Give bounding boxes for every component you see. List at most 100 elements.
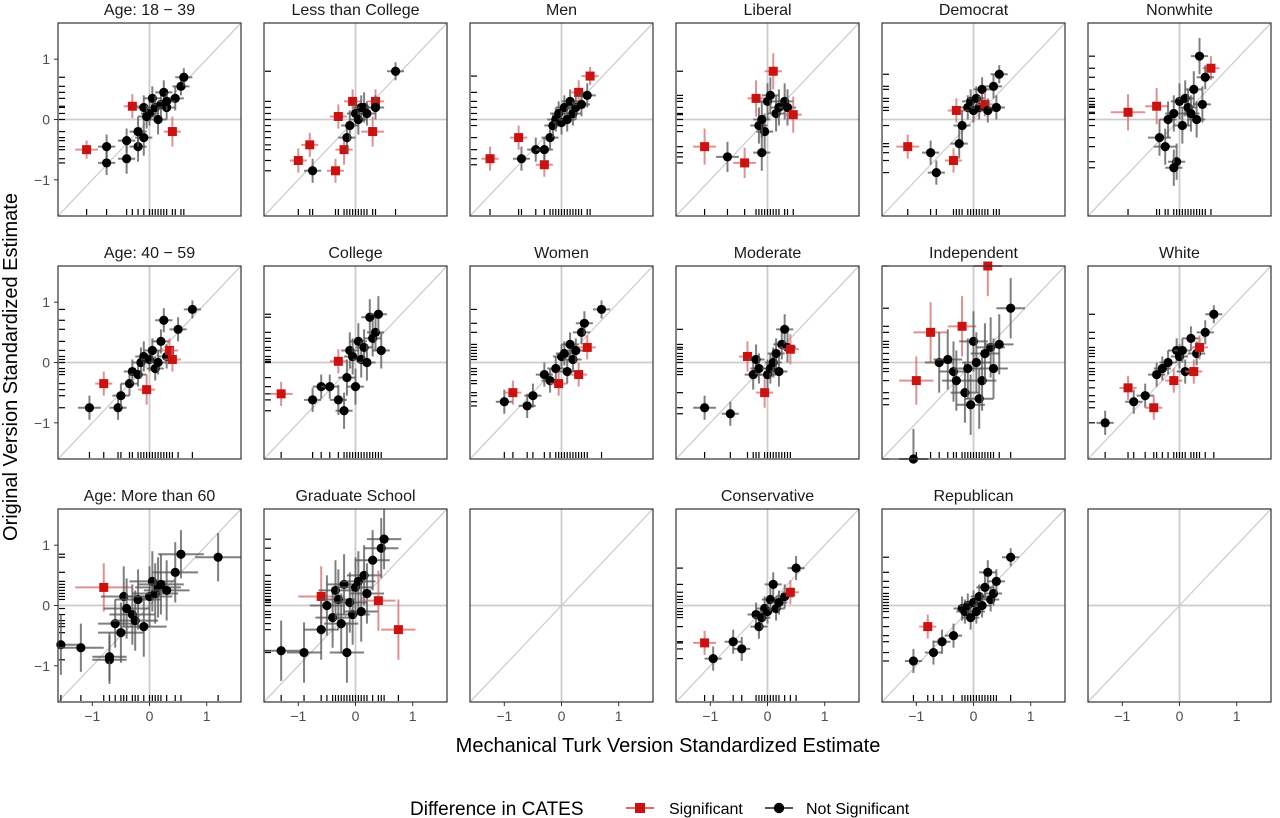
marker-square xyxy=(316,591,326,601)
point-significant xyxy=(550,371,568,396)
marker-circle xyxy=(370,102,381,113)
point-not-significant xyxy=(358,101,376,126)
plot-area xyxy=(881,508,1066,703)
facet-panel: Men xyxy=(469,2,654,217)
point-not-significant xyxy=(753,134,771,171)
marker-square xyxy=(951,105,961,115)
point-not-significant xyxy=(770,590,788,615)
marker-square xyxy=(165,345,175,355)
point-significant xyxy=(301,132,319,157)
point-not-significant xyxy=(1165,149,1183,186)
marker-square xyxy=(785,587,795,597)
marker-square xyxy=(333,111,343,121)
point-significant xyxy=(764,53,782,90)
marker-circle xyxy=(104,652,115,662)
marker-circle xyxy=(971,606,981,617)
panel-border xyxy=(675,265,860,460)
marker-square xyxy=(980,99,990,109)
point-significant xyxy=(693,128,717,165)
legend: Difference in CATES Significant Not Sign… xyxy=(410,799,910,818)
point-not-significant xyxy=(344,581,379,642)
point-not-significant xyxy=(933,629,951,654)
plot-area xyxy=(469,22,654,217)
point-not-significant xyxy=(495,389,513,414)
marker-square xyxy=(760,388,770,398)
point-significant xyxy=(896,134,920,159)
point-significant xyxy=(570,362,588,387)
point-not-significant xyxy=(984,314,1014,375)
point-not-significant xyxy=(512,146,531,171)
point-not-significant xyxy=(158,530,204,579)
point-significant xyxy=(747,80,765,117)
point-not-significant xyxy=(787,556,805,581)
point-not-significant xyxy=(716,141,739,172)
point-significant xyxy=(947,296,977,357)
point-significant xyxy=(733,147,757,179)
point-not-significant xyxy=(1002,548,1020,567)
plot-area xyxy=(881,261,1066,464)
marker-circle xyxy=(966,400,976,410)
point-not-significant xyxy=(767,338,785,369)
marker-circle xyxy=(1152,369,1162,380)
marker-circle xyxy=(322,600,332,611)
marker-circle xyxy=(153,114,163,125)
facet-panel: Graduate School −1 0 1 xyxy=(263,488,448,724)
marker-circle xyxy=(582,90,592,100)
y-axis-title: Original Version Standardized Estimate xyxy=(0,193,22,541)
marker-circle xyxy=(368,555,378,565)
y-tick-label: −1 xyxy=(34,172,50,188)
legend-label-not-significant: Not Significant xyxy=(806,801,910,818)
marker-square xyxy=(1152,101,1162,111)
point-significant xyxy=(138,374,156,405)
panel-title: Independent xyxy=(929,245,1019,262)
marker-circle xyxy=(754,363,764,374)
point-not-significant xyxy=(1182,326,1200,351)
marker-circle xyxy=(737,644,747,654)
marker-circle xyxy=(994,339,1004,350)
point-not-significant xyxy=(143,560,190,621)
marker-circle xyxy=(345,120,355,131)
facet-panel: Women xyxy=(469,245,654,460)
point-not-significant xyxy=(109,395,127,420)
marker-circle xyxy=(170,567,180,577)
marker-circle xyxy=(1194,51,1205,61)
marker-circle xyxy=(928,647,939,658)
point-not-significant xyxy=(338,359,356,396)
plot-area xyxy=(56,508,242,703)
facet-panel: −1 0 1 xyxy=(1087,508,1272,724)
marker-circle xyxy=(379,534,389,544)
point-significant xyxy=(1110,94,1146,131)
point-not-significant xyxy=(979,560,997,585)
point-not-significant xyxy=(1173,338,1191,363)
panel-border xyxy=(1087,22,1272,217)
y-tick-label: −1 xyxy=(34,658,50,674)
marker-square xyxy=(514,133,524,143)
point-not-significant xyxy=(733,636,751,661)
marker-circle xyxy=(102,158,112,168)
point-not-significant xyxy=(120,596,167,657)
marker-circle xyxy=(539,369,549,380)
point-significant xyxy=(361,116,385,147)
point-significant xyxy=(693,630,717,655)
point-not-significant xyxy=(753,101,771,138)
marker-circle xyxy=(336,618,346,629)
marker-square xyxy=(539,160,549,170)
panel-title: White xyxy=(1159,245,1200,262)
marker-square xyxy=(142,385,152,395)
marker-circle xyxy=(156,336,166,346)
panel-title: Republican xyxy=(933,488,1013,505)
point-not-significant xyxy=(1196,320,1214,345)
point-not-significant xyxy=(358,344,376,381)
point-not-significant xyxy=(118,128,136,153)
panel-border xyxy=(881,22,1066,217)
marker-circle xyxy=(1189,84,1199,94)
marker-square xyxy=(167,127,177,137)
marker-square xyxy=(1206,63,1216,73)
point-significant xyxy=(163,116,181,147)
marker-square xyxy=(1123,383,1133,393)
facet-panel: Moderate xyxy=(675,245,860,460)
marker-square xyxy=(768,66,778,76)
plot-area xyxy=(675,508,860,703)
point-not-significant xyxy=(1190,38,1209,75)
